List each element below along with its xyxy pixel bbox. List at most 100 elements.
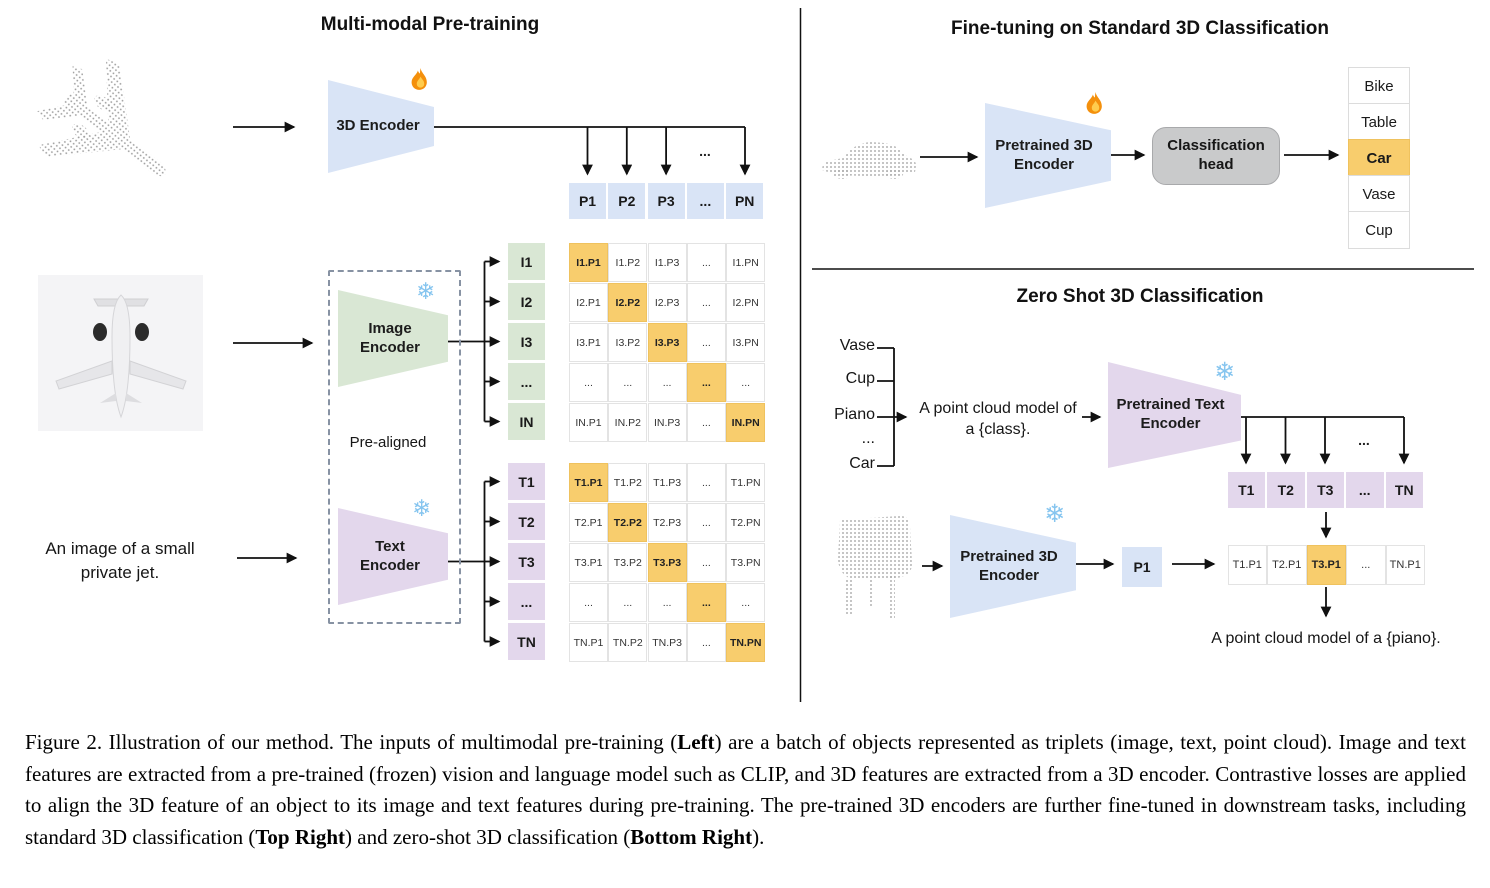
candidate-class-label: ... <box>861 430 875 447</box>
pre-aligned-box <box>328 270 461 624</box>
image-encoder-line1: Image <box>368 319 412 337</box>
zs-score-cell: T1.P1 <box>1227 545 1267 585</box>
caption-bold-segment: Bottom Right <box>630 824 753 849</box>
i-matrix-cell: IN.PN <box>726 403 766 442</box>
i-matrix-cell: ... <box>647 363 687 402</box>
zs-t-cell: T2 <box>1267 472 1305 508</box>
t-matrix-cell: ... <box>686 543 726 582</box>
t-matrix-cell: ... <box>647 583 687 622</box>
fire-icon <box>405 66 436 97</box>
jet-image <box>38 275 203 431</box>
text-input-caption: An image of a small private jet. <box>15 537 225 585</box>
p-row-cell: PN <box>726 183 764 219</box>
i-matrix-cell: IN.P3 <box>647 403 687 442</box>
classification-head: Classification head <box>1152 127 1280 185</box>
zs-t-cell: T1 <box>1227 472 1265 508</box>
caption-segment: ) and zero-shot 3D classification ( <box>345 824 631 849</box>
i-matrix-cell: I3.P3 <box>647 323 687 362</box>
image-encoder-label: Image Encoder <box>360 320 420 358</box>
pre-aligned-label: Pre-aligned <box>349 434 427 451</box>
zs-score-cell: ... <box>1346 545 1386 585</box>
t-matrix-cell: T1.PN <box>726 463 766 502</box>
connector-lines <box>233 8 1474 702</box>
i-matrix-cell: I3.P1 <box>569 323 608 362</box>
pretrained-3d-zs-line1: Pretrained 3D <box>960 547 1058 565</box>
t-label-cell: T3 <box>508 543 545 580</box>
pretrained-3d-line1: Pretrained 3D <box>995 136 1093 154</box>
i-matrix-cell: IN.P2 <box>608 403 648 442</box>
classification-head-line2: head <box>1198 156 1234 173</box>
caption-bold-segment: Left <box>677 730 715 754</box>
i-matrix-cell: I1.PN <box>726 243 766 282</box>
zeroshot-title: Zero Shot 3D Classification <box>1016 286 1264 307</box>
t-matrix-cell: T2.PN <box>726 503 766 542</box>
t-label-cell: T1 <box>508 463 545 500</box>
class-list-item: Car <box>1348 139 1410 177</box>
caption-bold-segment: Top Right <box>255 824 346 849</box>
p1-feature-cell: P1 <box>1122 547 1162 587</box>
t-matrix-cell: TN.P1 <box>569 623 608 662</box>
t-matrix-cell: T2.P2 <box>608 503 648 542</box>
zs-score-cell: T3.P1 <box>1306 545 1346 585</box>
figure-caption: Figure 2. Illustration of our method. Th… <box>25 727 1466 853</box>
i-matrix-cell: I1.P3 <box>647 243 687 282</box>
class-list-item: Vase <box>1348 175 1410 213</box>
text-encoder-line1: Text <box>375 537 405 555</box>
caption-segment: ). <box>752 824 765 849</box>
i-matrix-cell: ... <box>726 363 766 402</box>
t-matrix-cell: TN.P2 <box>608 623 648 662</box>
zeroshot-result-text: A point cloud model of a {piano}. <box>1211 630 1441 647</box>
i-matrix-cell: I2.P3 <box>647 283 687 322</box>
car-point-cloud <box>822 142 916 179</box>
t-label-cell: ... <box>508 583 545 620</box>
t-matrix-cell: TN.PN <box>726 623 766 662</box>
t-matrix-cell: T3.P1 <box>569 543 608 582</box>
t-matrix-cell: T1.P1 <box>569 463 608 502</box>
i-matrix-cell: ... <box>686 363 726 402</box>
snowflake-icon: ❄ <box>1044 500 1065 528</box>
zs-t-cell: T3 <box>1306 472 1344 508</box>
t-matrix-cell: T1.P3 <box>647 463 687 502</box>
p-row-cell: P2 <box>608 183 646 219</box>
t-matrix-cell: ... <box>569 583 608 622</box>
i-label-cell: ... <box>508 363 545 400</box>
pretrained-text-line1: Pretrained Text <box>1116 396 1225 414</box>
t-matrix-cell: T2.P1 <box>569 503 608 542</box>
finetuning-title: Fine-tuning on Standard 3D Classificatio… <box>951 18 1329 39</box>
t-matrix-cell: T3.P2 <box>608 543 648 582</box>
snowflake-icon: ❄ <box>412 495 432 521</box>
pretrained-3d-encoder-label: Pretrained 3D Encoder <box>995 137 1093 175</box>
zs-score-cell: TN.P1 <box>1385 545 1425 585</box>
i-matrix-cell: I1.P1 <box>569 243 608 282</box>
i-label-cell: I1 <box>508 243 545 280</box>
i-label-cell: I2 <box>508 283 545 320</box>
t-matrix-cell: ... <box>726 583 766 622</box>
candidate-class-label: Piano <box>834 406 875 423</box>
caption-segment: ) are a batch of objects represented as … <box>25 730 1466 849</box>
i-matrix-cell: ... <box>569 363 608 402</box>
p-row-cell: P1 <box>569 183 606 219</box>
t-matrix-cell: T3.PN <box>726 543 766 582</box>
zs-t-cell: ... <box>1346 472 1384 508</box>
classification-head-label: Classification head <box>1167 137 1265 175</box>
figure-diagram: Multi-modal Pre-training 3D Encoder ... … <box>15 8 1474 702</box>
i-matrix-cell: ... <box>686 323 726 362</box>
t-matrix-cell: ... <box>686 623 726 662</box>
ellipsis-t-fanout: ... <box>1358 432 1370 448</box>
zs-score-cell: T2.P1 <box>1267 545 1307 585</box>
i-matrix-cell: IN.P1 <box>569 403 608 442</box>
t-matrix-cell: ... <box>686 503 726 542</box>
p-row-cell: P3 <box>647 183 685 219</box>
airplane-point-cloud <box>36 58 166 177</box>
class-list-item: Cup <box>1348 211 1410 249</box>
t-label-cell: T2 <box>508 503 545 540</box>
t-matrix-cell: ... <box>686 463 726 502</box>
text-input-line1: An image of a small <box>45 539 195 558</box>
text-input-line2: private jet. <box>80 562 160 582</box>
i-matrix-cell: ... <box>686 283 726 322</box>
class-list-item: Table <box>1348 103 1410 141</box>
ellipsis-p-fanout: ... <box>699 143 711 159</box>
prompt-line2: a {class}. <box>965 420 1031 438</box>
image-encoder-line2: Encoder <box>359 338 420 356</box>
i-matrix-cell: I1.P2 <box>608 243 648 282</box>
